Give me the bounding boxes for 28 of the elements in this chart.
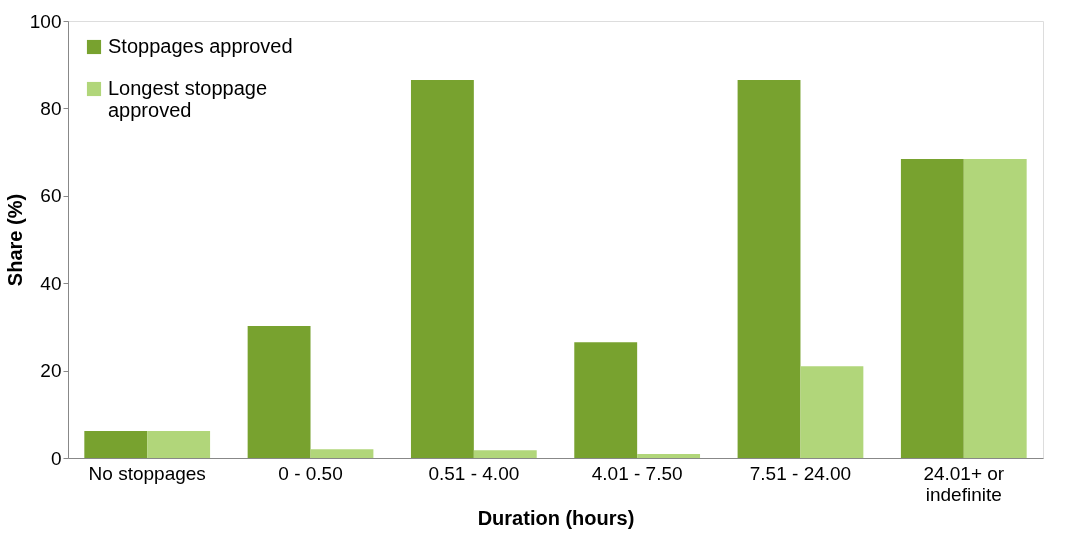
x-tick-label: No stoppages: [88, 462, 206, 484]
x-tick-label: 0 - 0.50: [278, 462, 343, 484]
bar: [84, 430, 148, 458]
y-tick-label: 60: [40, 185, 62, 207]
bar: [410, 80, 474, 458]
bar: [473, 450, 537, 458]
y-tick-label: 0: [50, 447, 62, 469]
bar: [147, 430, 211, 458]
bar: [247, 326, 311, 458]
legend-label: Stoppages approved: [108, 35, 293, 57]
x-tick-label: 4.01 - 7.50: [591, 462, 683, 484]
bar: [963, 159, 1027, 458]
x-tick-label: 7.51 - 24.00: [749, 462, 852, 484]
bar: [574, 342, 638, 458]
bar: [800, 366, 864, 458]
y-tick-label: 40: [40, 272, 62, 294]
x-axis-title: Duration (hours): [477, 506, 635, 529]
legend-label: Longest stoppage approved: [108, 77, 268, 121]
y-tick-label: 100: [29, 10, 62, 32]
y-tick-label: 80: [40, 97, 62, 119]
bar: [310, 449, 374, 458]
y-axis-title: Share (%): [3, 193, 26, 287]
x-tick-label: 24.01+ or indefinite: [923, 462, 1005, 505]
bar: [737, 80, 801, 458]
bar: [900, 159, 964, 458]
bar: [637, 454, 701, 458]
x-tick-label: 0.51 - 4.00: [428, 462, 520, 484]
y-tick-label: 20: [40, 360, 62, 382]
